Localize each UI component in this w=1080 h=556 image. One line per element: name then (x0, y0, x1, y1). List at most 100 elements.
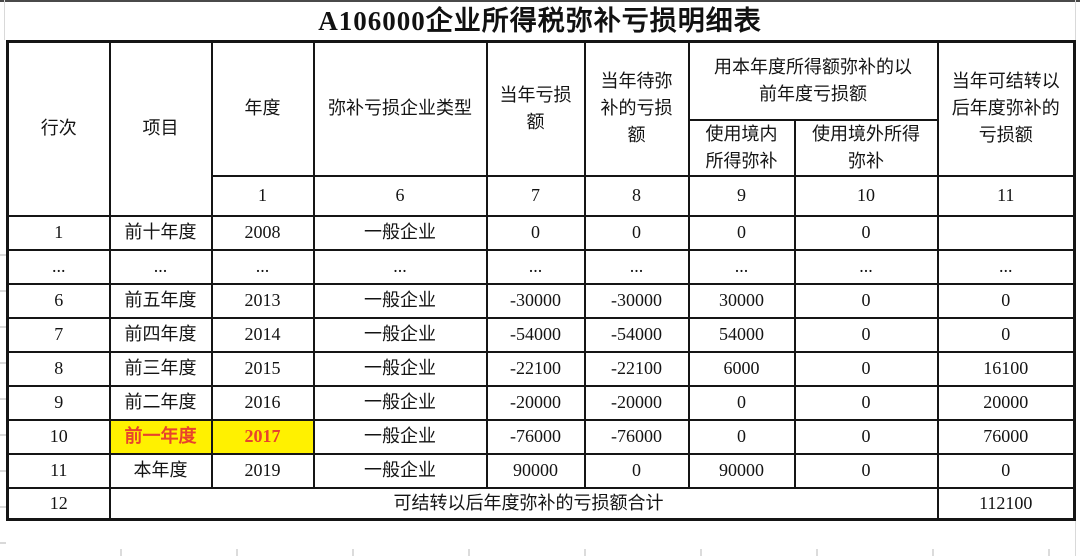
col-number: 11 (936, 174, 1076, 217)
cell-enterprise-type: 一般企业 (312, 452, 488, 489)
cell-overseas-offset: 0 (793, 316, 939, 353)
cell-domestic-offset: 0 (687, 384, 796, 421)
cell-item: 前三年度 (108, 350, 213, 387)
cell-enterprise-type: 一般企业 (312, 282, 488, 319)
cell-item: 前四年度 (108, 316, 213, 353)
cell-item: 前五年度 (108, 282, 213, 319)
excel-gridlines-left-margin (0, 220, 6, 556)
header-item: 项目 (108, 40, 213, 217)
col-number: 6 (312, 174, 488, 217)
cell-loss: -20000 (485, 384, 586, 421)
table-row-total: 12 可结转以后年度弥补的亏损额合计 112100 (6, 486, 1076, 521)
cell-row-no: 1 (6, 214, 111, 251)
cell-year: 2014 (210, 316, 315, 353)
cell-loss: 90000 (485, 452, 586, 489)
cell-carryforward: ... (936, 248, 1076, 285)
cell-row-no: 9 (6, 384, 111, 421)
cell-year-highlighted: 2017 (210, 418, 315, 455)
header-row-sub: 使用境内所得弥补 使用境外所得弥补 (8, 118, 1075, 177)
cell-row-no: 8 (6, 350, 111, 387)
cell-loss-to-recover: -76000 (583, 418, 690, 455)
cell-row-no: 12 (6, 486, 111, 521)
cell-enterprise-type: 一般企业 (312, 418, 488, 455)
cell-loss: -30000 (485, 282, 586, 319)
table-row: 8 前三年度 2015 一般企业 -22100 -22100 6000 0 16… (6, 350, 1076, 387)
cell-year: 2019 (210, 452, 315, 489)
cell-loss-to-recover: 0 (583, 214, 690, 251)
cell-enterprise-type: 一般企业 (312, 214, 488, 251)
cell-loss: 0 (485, 214, 586, 251)
cell-item: 前二年度 (108, 384, 213, 421)
cell-loss-to-recover: -54000 (583, 316, 690, 353)
table-row: 9 前二年度 2016 一般企业 -20000 -20000 0 0 20000 (6, 384, 1076, 421)
cell-row-no: 7 (6, 316, 111, 353)
header-enterprise-type: 弥补亏损企业类型 (312, 40, 488, 177)
col-number: 9 (687, 174, 796, 217)
cell-domestic-offset: ... (687, 248, 796, 285)
cell-year: 2013 (210, 282, 315, 319)
cell-item-highlighted: 前一年度 (108, 418, 213, 455)
cell-total-carryforward: 112100 (936, 486, 1076, 521)
cell-domestic-offset: 30000 (687, 282, 796, 319)
cell-overseas-offset: 0 (793, 350, 939, 387)
cell-carryforward: 0 (936, 282, 1076, 319)
header-row-no: 行次 (6, 40, 111, 217)
cell-domestic-offset: 90000 (687, 452, 796, 489)
cell-loss: ... (485, 248, 586, 285)
cell-domestic-offset: 0 (687, 418, 796, 455)
cell-loss: -76000 (485, 418, 586, 455)
cell-overseas-offset: ... (793, 248, 939, 285)
cell-overseas-offset: 0 (793, 282, 939, 319)
header-carryforward: 当年可结转以后年度弥补的亏损额 (936, 40, 1076, 177)
cell-item: ... (108, 248, 213, 285)
cell-year: 2015 (210, 350, 315, 387)
table-row: 11 本年度 2019 一般企业 90000 0 90000 0 0 (6, 452, 1076, 489)
cell-loss-to-recover: -22100 (583, 350, 690, 387)
table-row-highlighted: 10 前一年度 2017 一般企业 -76000 -76000 0 0 7600… (6, 418, 1076, 455)
cell-row-no: 6 (6, 282, 111, 319)
header-year: 年度 (210, 40, 315, 177)
cell-row-no: ... (6, 248, 111, 285)
table-row-ellipsis: ... ... ... ... ... ... ... ... ... (6, 248, 1076, 285)
cell-carryforward: 0 (936, 452, 1076, 489)
header-domestic-offset: 使用境内所得弥补 (687, 118, 796, 177)
header-row-col-numbers: 1 6 7 8 9 10 11 (8, 174, 1076, 217)
cell-year: ... (210, 248, 315, 285)
cell-loss-to-recover: -20000 (583, 384, 690, 421)
excel-gridline-left-vertical (4, 0, 5, 40)
cell-overseas-offset: 0 (793, 452, 939, 489)
cell-item: 本年度 (108, 452, 213, 489)
header-row-main: 行次 项目 年度 弥补亏损企业类型 当年亏损额 当年待弥补的亏损额 用本年度所得… (6, 40, 1076, 217)
header-offset-group: 用本年度所得额弥补的以前年度亏损额 (687, 40, 939, 121)
cell-row-no: 11 (6, 452, 111, 489)
cell-item: 前十年度 (108, 214, 213, 251)
window-top-edge (0, 0, 1080, 2)
loss-carryforward-table: 行次 项目 年度 弥补亏损企业类型 当年亏损额 当年待弥补的亏损额 用本年度所得… (6, 40, 1076, 521)
header-overseas-offset: 使用境外所得弥补 (793, 118, 939, 177)
page-title: A106000企业所得税弥补亏损明细表 (318, 6, 762, 36)
cell-enterprise-type: 一般企业 (312, 350, 488, 387)
cell-total-label: 可结转以后年度弥补的亏损额合计 (108, 486, 939, 521)
table-row: 6 前五年度 2013 一般企业 -30000 -30000 30000 0 0 (6, 282, 1076, 319)
cell-domestic-offset: 6000 (687, 350, 796, 387)
cell-domestic-offset: 54000 (687, 316, 796, 353)
header-current-year-loss: 当年亏损额 (485, 40, 586, 177)
excel-gridlines-bottom-margin (6, 549, 1074, 556)
cell-loss-to-recover: ... (583, 248, 690, 285)
col-number: 8 (583, 174, 690, 217)
cell-enterprise-type: ... (312, 248, 488, 285)
cell-domestic-offset: 0 (687, 214, 796, 251)
cell-carryforward: 76000 (936, 418, 1076, 455)
cell-carryforward (936, 214, 1076, 251)
cell-carryforward: 16100 (936, 350, 1076, 387)
cell-enterprise-type: 一般企业 (312, 316, 488, 353)
header-loss-to-recover: 当年待弥补的亏损额 (583, 40, 690, 177)
cell-row-no: 10 (6, 418, 111, 455)
cell-overseas-offset: 0 (793, 214, 939, 251)
cell-year: 2016 (210, 384, 315, 421)
cell-carryforward: 20000 (936, 384, 1076, 421)
cell-carryforward: 0 (936, 316, 1076, 353)
cell-loss-to-recover: -30000 (583, 282, 690, 319)
cell-overseas-offset: 0 (793, 418, 939, 455)
